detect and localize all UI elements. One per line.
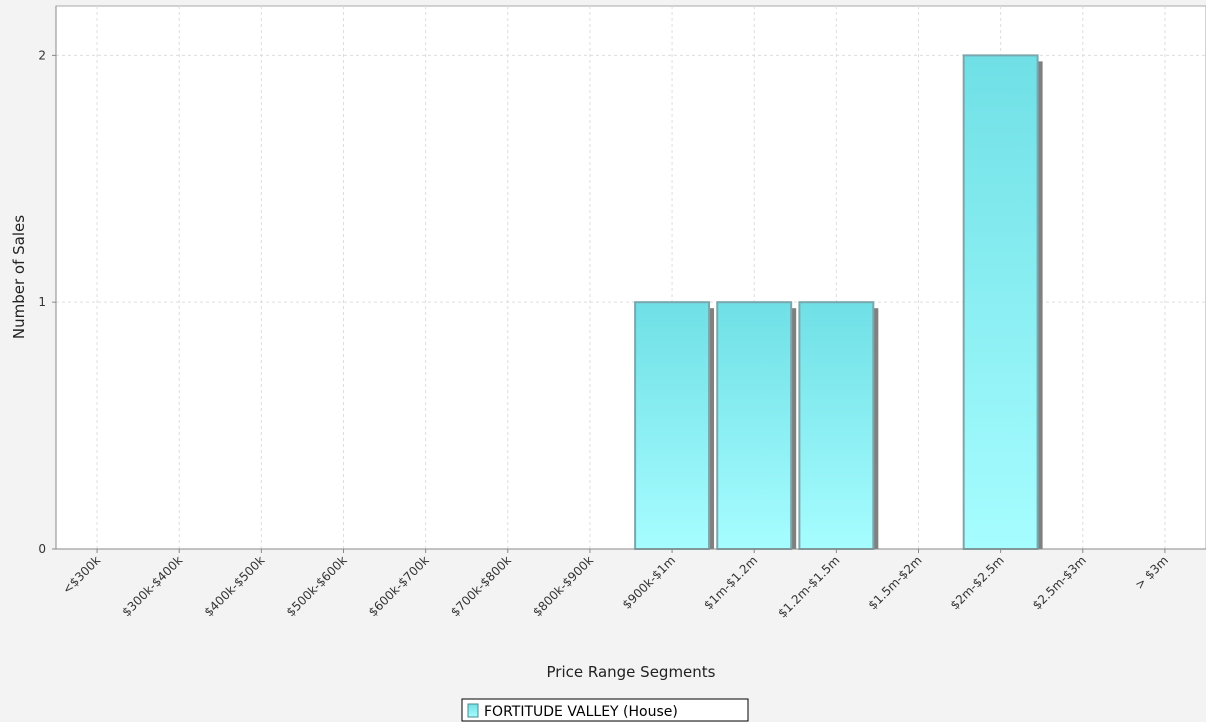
x-tick-label: $2m-$2.5m xyxy=(948,553,1007,612)
y-axis-title: Number of Sales xyxy=(10,215,28,339)
legend-box xyxy=(461,698,749,722)
x-tick-label: $400k-$500k xyxy=(201,553,267,619)
axes xyxy=(52,6,1206,553)
bar xyxy=(962,54,1039,550)
bar xyxy=(634,301,711,550)
bars xyxy=(634,54,1043,550)
x-tick-label: $600k-$700k xyxy=(366,553,432,619)
x-tick-label: $800k-$900k xyxy=(530,553,596,619)
legend: FORTITUDE VALLEY (House) xyxy=(461,698,749,722)
y-tick-label: 2 xyxy=(38,48,46,62)
bar xyxy=(798,301,875,550)
x-tick-label: $2.5m-$3m xyxy=(1030,553,1089,612)
x-tick-label: $1.5m-$2m xyxy=(865,553,924,612)
x-tick-label: $700k-$800k xyxy=(448,553,514,619)
x-tick-label: $300k-$400k xyxy=(119,553,185,619)
x-tick-labels: <$300k $300k-$400k $400k-$500k $500k-$600k $… xyxy=(60,553,1171,620)
x-tick-label: $900k-$1m xyxy=(620,553,679,612)
x-axis-title: Price Range Segments xyxy=(547,663,716,681)
x-tick-label: $1m-$1.2m xyxy=(701,553,760,612)
y-tick-label: 1 xyxy=(38,295,46,309)
y-tick-labels: 0 1 2 xyxy=(38,48,46,556)
x-tick-label: $1.2m-$1.5m xyxy=(775,553,842,620)
legend-swatch xyxy=(467,703,479,718)
x-tick-label: $500k-$600k xyxy=(284,553,350,619)
y-tick-label: 0 xyxy=(38,542,46,556)
x-tick-label: > $3m xyxy=(1132,553,1171,592)
x-tick-label: <$300k xyxy=(60,553,104,597)
legend-label: FORTITUDE VALLEY (House) xyxy=(484,704,678,720)
bar xyxy=(716,301,793,550)
